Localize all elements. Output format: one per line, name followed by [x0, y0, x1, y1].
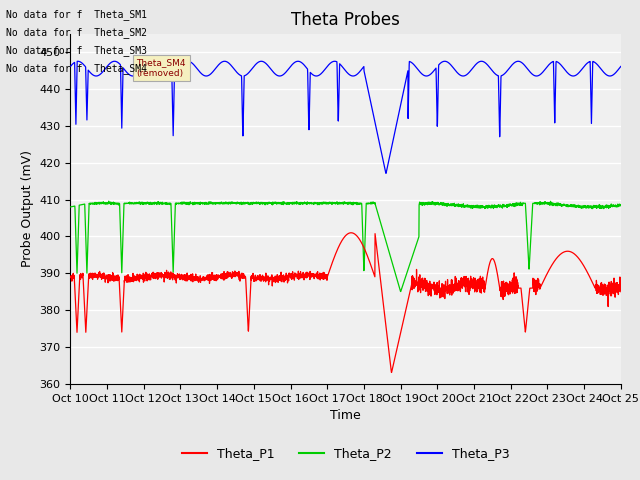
Text: No data for f  Theta_SM3: No data for f Theta_SM3 — [6, 45, 147, 56]
Legend: Theta_P1, Theta_P2, Theta_P3: Theta_P1, Theta_P2, Theta_P3 — [177, 443, 515, 465]
Title: Theta Probes: Theta Probes — [291, 11, 400, 29]
Text: No data for f  Theta_SM2: No data for f Theta_SM2 — [6, 27, 147, 38]
Text: Theta_SM4
(removed): Theta_SM4 (removed) — [136, 58, 186, 78]
Text: No data for f  Theta_SM1: No data for f Theta_SM1 — [6, 9, 147, 20]
Text: No data for f  Theta_SM4: No data for f Theta_SM4 — [6, 63, 147, 74]
Y-axis label: Probe Output (mV): Probe Output (mV) — [21, 150, 34, 267]
X-axis label: Time: Time — [330, 409, 361, 422]
